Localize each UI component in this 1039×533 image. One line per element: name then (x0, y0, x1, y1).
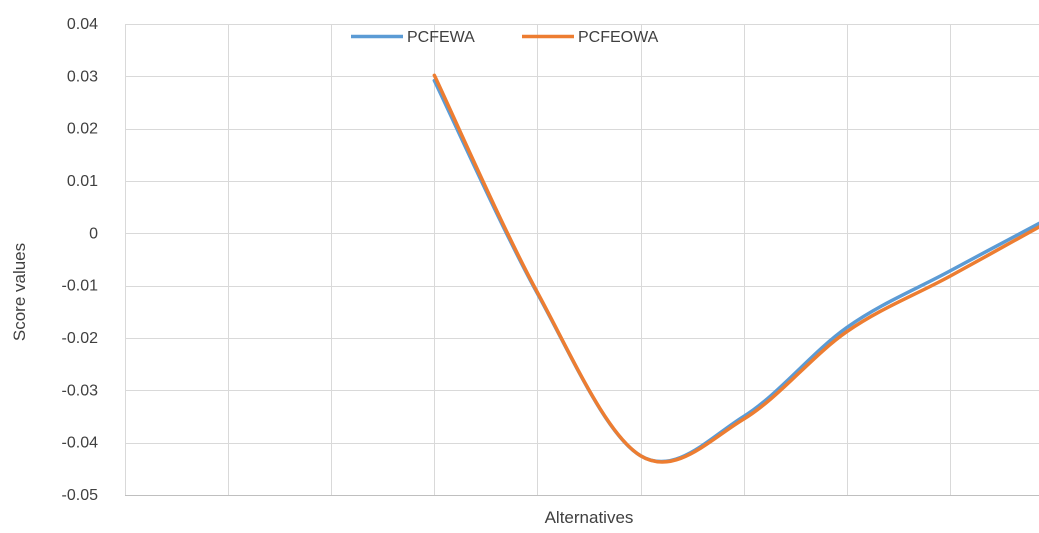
series-line-pcfeowa (432, 73, 1039, 464)
x-axis-title: Alternatives (545, 508, 634, 527)
y-tick-label: -0.01 (62, 278, 99, 295)
y-tick-label: -0.05 (62, 487, 99, 504)
y-tick-label: 0 (89, 225, 98, 242)
y-tick-labels: 0.04 0.03 0.02 0.01 0 -0.01 -0.02 -0.03 -0.04 -0.… (62, 16, 99, 504)
series-lines (432, 73, 1039, 464)
y-tick-label: -0.02 (62, 330, 99, 347)
legend: PCFEWA PCFEOWA (351, 29, 659, 46)
gridlines (125, 24, 1039, 496)
y-tick-label: -0.03 (62, 382, 99, 399)
y-tick-label: 0.03 (67, 68, 98, 85)
y-axis-title: Score values (10, 243, 29, 341)
legend-label-pcfewa: PCFEWA (407, 29, 475, 46)
y-tick-label: -0.04 (62, 435, 99, 452)
y-tick-label: 0.04 (67, 16, 98, 33)
y-tick-label: 0.01 (67, 173, 98, 190)
y-tick-label: 0.02 (67, 121, 98, 138)
legend-label-pcfeowa: PCFEOWA (578, 29, 659, 46)
